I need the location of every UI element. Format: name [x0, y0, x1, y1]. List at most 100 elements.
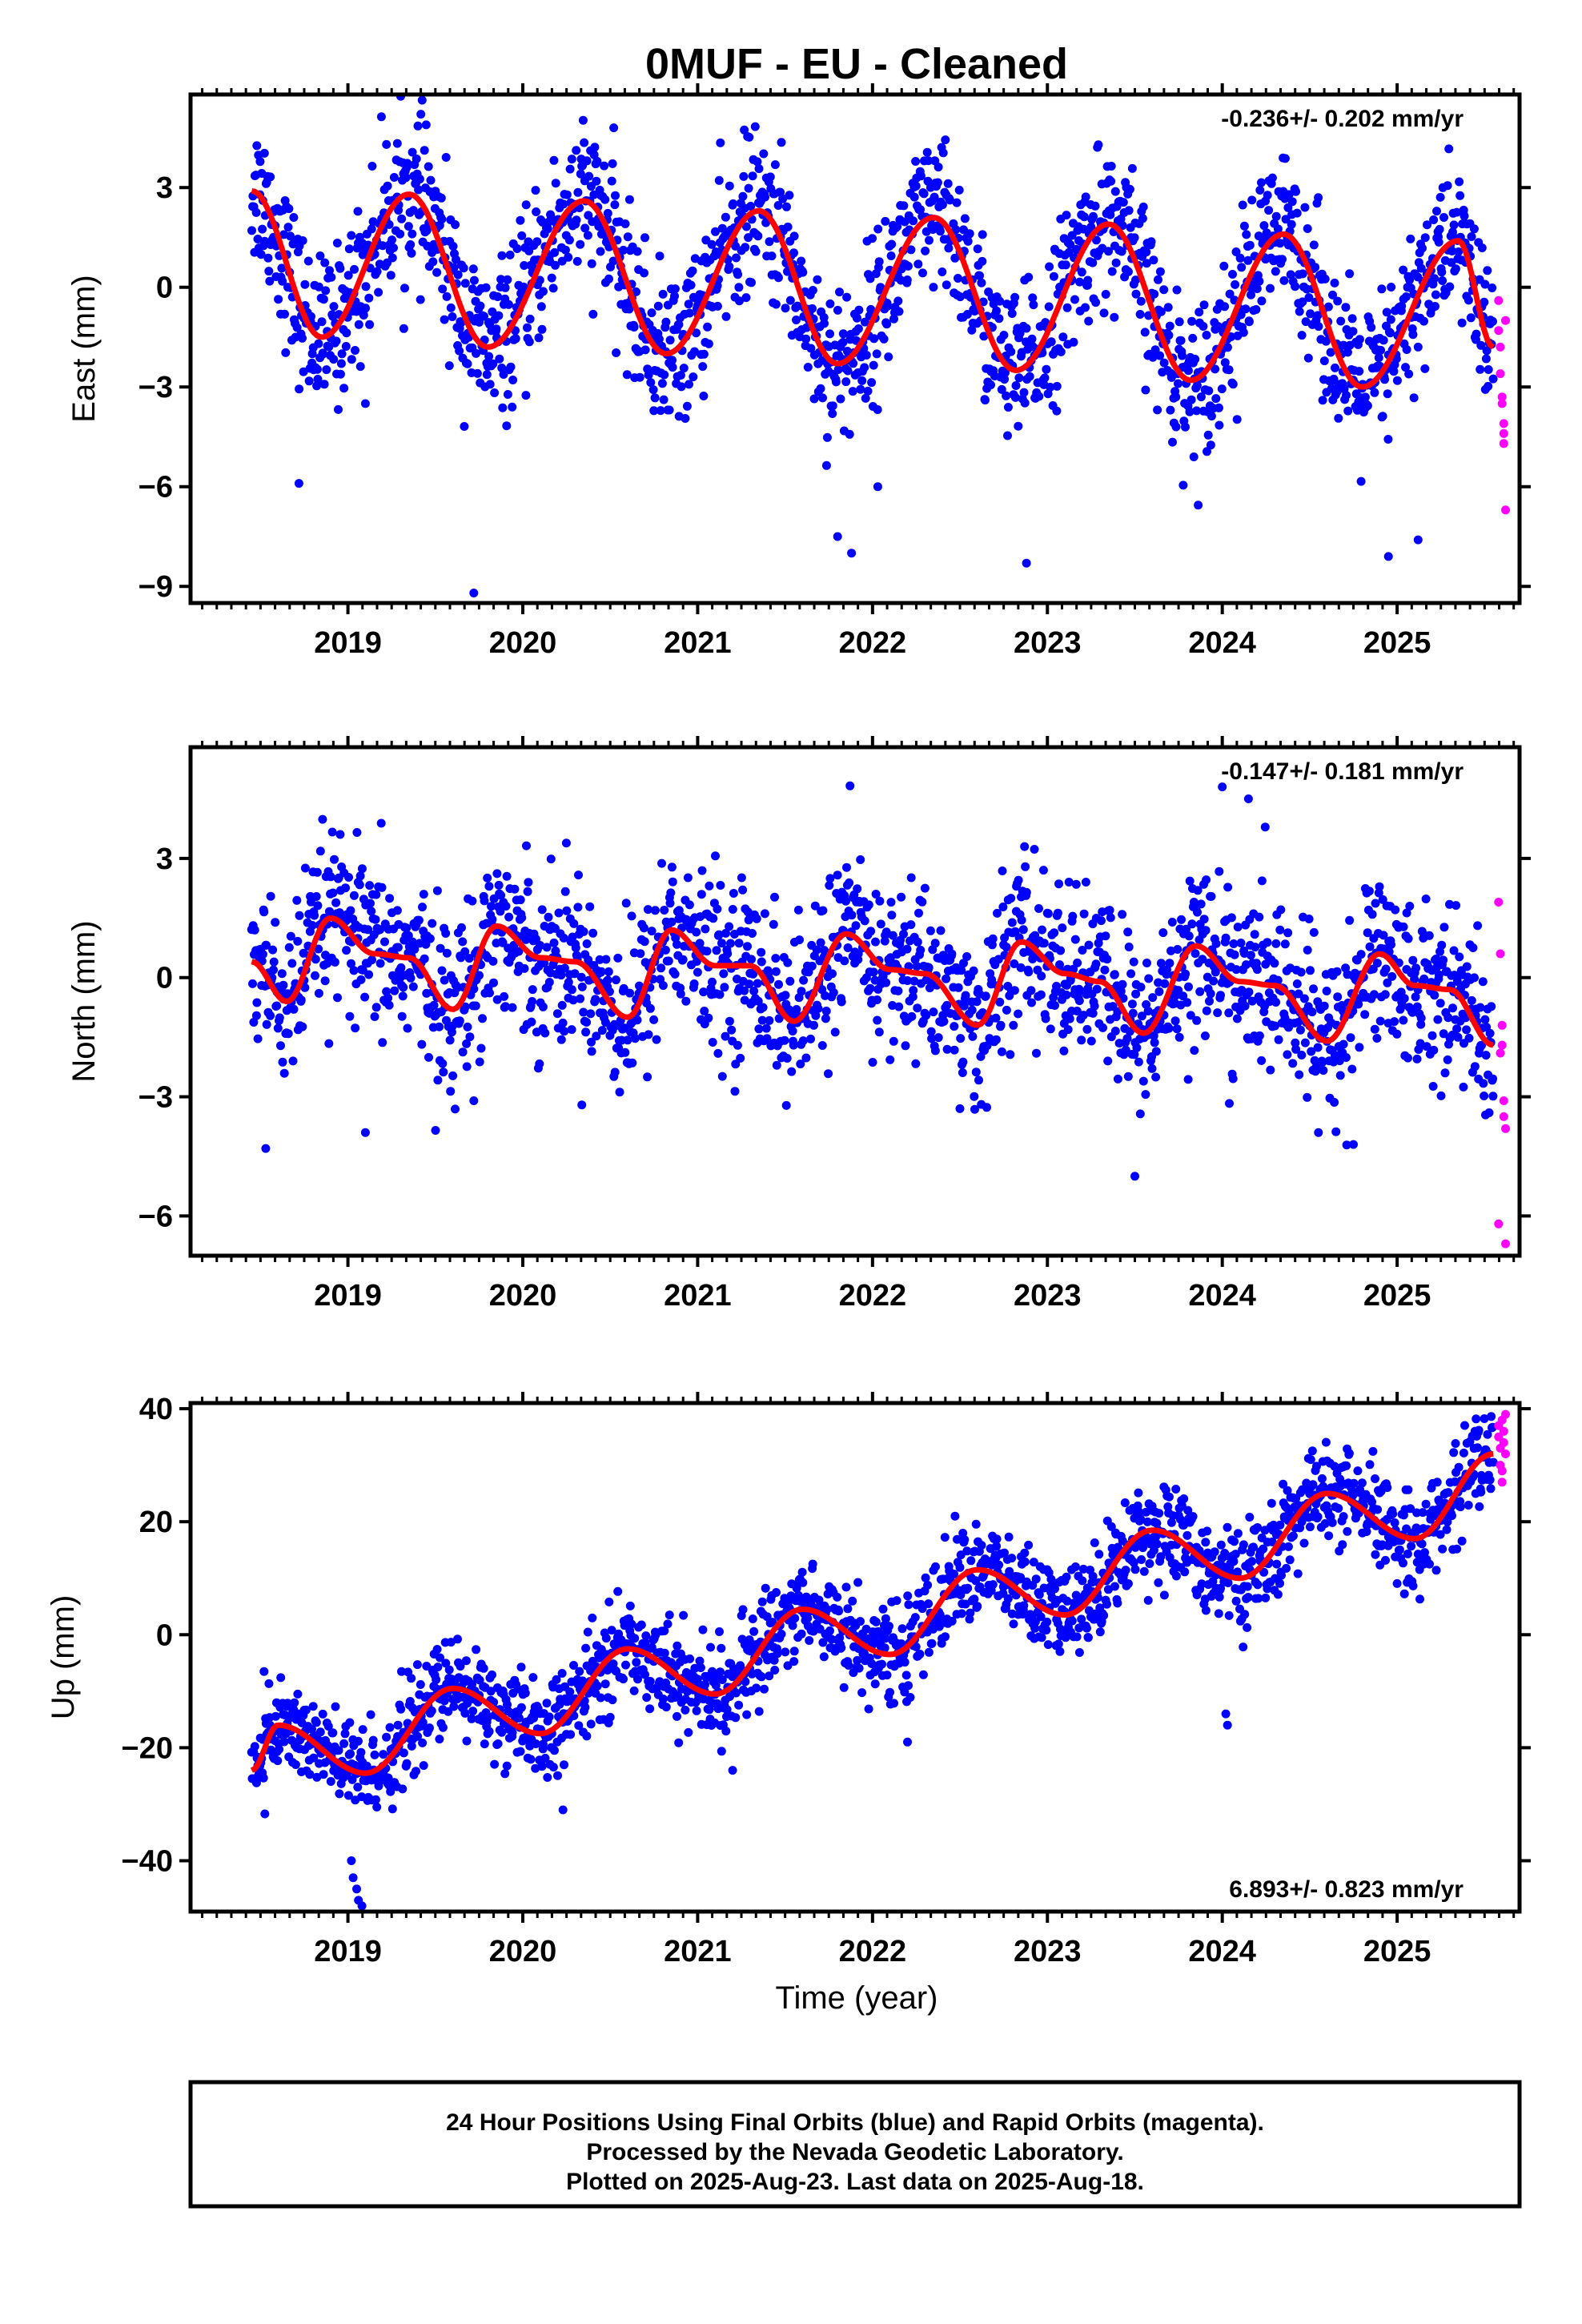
- up-final-point: [315, 1727, 325, 1737]
- up-final-point: [479, 1663, 488, 1673]
- east-final-point: [1154, 275, 1162, 284]
- east-final-point: [1413, 342, 1423, 352]
- north-final-point: [252, 998, 262, 1007]
- up-final-point: [368, 1735, 378, 1745]
- north-final-point: [875, 896, 885, 906]
- north-final-point: [330, 854, 339, 864]
- up-final-point: [319, 1770, 328, 1779]
- north-final-point: [1240, 1001, 1250, 1011]
- east-final-point: [325, 266, 334, 275]
- north-final-point: [1431, 954, 1441, 963]
- north-final-point: [991, 1013, 1001, 1023]
- east-final-point: [485, 380, 495, 389]
- north-final-point: [587, 1047, 596, 1056]
- east-final-point: [320, 258, 330, 267]
- north-final-point: [403, 1023, 412, 1033]
- east-final-point: [372, 267, 382, 276]
- north-final-point: [396, 963, 406, 972]
- north-final-point: [544, 978, 554, 987]
- east-final-point: [1090, 201, 1100, 211]
- up-final-point: [604, 1597, 614, 1606]
- up-final-point: [630, 1634, 640, 1643]
- north-final-point: [747, 955, 756, 964]
- east-final-point: [782, 202, 791, 211]
- east-final-point: [1247, 290, 1255, 300]
- north-final-point: [725, 1016, 734, 1026]
- north-final-point: [520, 963, 529, 973]
- east-final-point: [1382, 308, 1391, 317]
- up-final-point: [402, 1759, 412, 1768]
- east-final-point: [1165, 321, 1174, 331]
- east-final-point: [950, 253, 960, 263]
- east-final-point: [1070, 295, 1079, 304]
- north-final-point: [697, 866, 707, 875]
- north-final-point: [621, 899, 631, 908]
- north-final-point: [1411, 992, 1420, 1002]
- up-final-point: [636, 1620, 646, 1630]
- east-final-point: [460, 279, 470, 288]
- east-final-point: [1287, 219, 1296, 229]
- north-final-point: [630, 1034, 640, 1043]
- east-final-point: [732, 253, 741, 263]
- north-final-point: [331, 898, 341, 907]
- north-final-point: [576, 994, 585, 1003]
- north-final-point: [1470, 1062, 1480, 1072]
- east-final-point: [274, 295, 283, 304]
- north-final-point: [1020, 842, 1030, 851]
- north-final-point: [349, 891, 359, 900]
- east-final-point: [640, 268, 648, 278]
- east-model-curve: [251, 187, 1496, 390]
- north-final-point: [366, 899, 375, 908]
- north-final-point: [889, 1036, 898, 1046]
- east-final-point: [1331, 363, 1339, 372]
- east-final-point: [583, 231, 592, 240]
- east-final-point: [918, 268, 927, 278]
- north-frame: [188, 745, 1522, 1258]
- east-final-point: [1211, 394, 1221, 404]
- up-final-point: [371, 1795, 380, 1804]
- east-final-point: [1456, 191, 1465, 200]
- north-final-point: [1435, 999, 1445, 1008]
- east-final-point: [448, 242, 458, 251]
- east-final-point: [689, 372, 698, 382]
- north-final-point: [828, 969, 837, 979]
- north-final-point: [757, 947, 766, 957]
- north-final-point: [1166, 946, 1175, 955]
- north-final-point: [540, 959, 549, 968]
- east-final-point: [1332, 387, 1342, 396]
- east-final-point: [342, 328, 351, 338]
- north-final-point: [1228, 1074, 1238, 1084]
- east-final-point: [1172, 285, 1182, 295]
- east-final-point: [1380, 375, 1389, 384]
- east-final-point: [1259, 221, 1269, 231]
- east-final-point: [909, 192, 919, 202]
- east-final-point: [1091, 298, 1101, 308]
- north-final-point: [1072, 1007, 1082, 1015]
- north-final-point: [408, 937, 417, 947]
- east-final-point: [644, 370, 653, 380]
- north-outlier-point: [1349, 1140, 1358, 1149]
- east-ytick-label: 3: [156, 171, 173, 205]
- north-final-point: [1186, 1011, 1195, 1020]
- east-final-point: [317, 317, 327, 327]
- north-final-point: [1151, 1047, 1161, 1056]
- up-final-point: [370, 1750, 379, 1759]
- north-final-point: [753, 996, 763, 1006]
- north-outlier-point: [469, 1096, 479, 1105]
- east-final-point: [506, 362, 516, 372]
- north-final-point: [796, 1059, 805, 1069]
- up-final-point: [271, 1711, 280, 1721]
- north-final-point: [1480, 1015, 1490, 1024]
- up-final-point: [276, 1673, 286, 1683]
- up-final-point: [660, 1648, 669, 1658]
- north-ylabel: North (mm): [66, 920, 102, 1082]
- north-final-point: [744, 915, 753, 925]
- north-final-point: [902, 944, 912, 954]
- north-final-point: [1172, 1024, 1182, 1034]
- north-final-point: [462, 1039, 472, 1048]
- east-final-point: [838, 329, 848, 339]
- east-final-point: [623, 232, 632, 242]
- north-final-point: [619, 983, 628, 993]
- east-final-point: [881, 216, 890, 226]
- east-final-point: [367, 224, 376, 234]
